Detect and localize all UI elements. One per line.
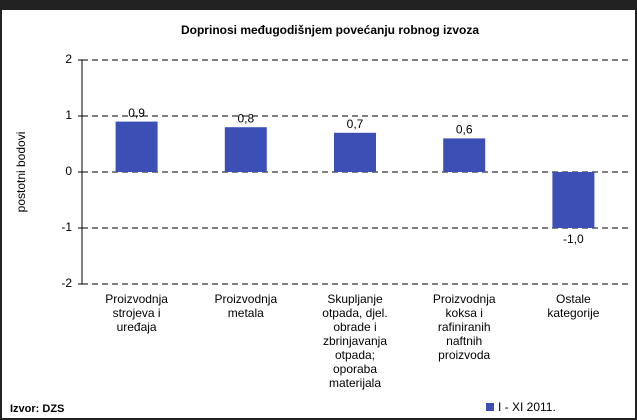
value-label: 0,7: [347, 117, 364, 131]
top-bar: [0, 0, 637, 9]
value-label: 0,9: [128, 106, 145, 120]
y-tick-label: -1: [61, 220, 72, 234]
value-label: 0,6: [456, 123, 473, 137]
bar: [224, 127, 267, 172]
y-tick-label: 2: [65, 52, 72, 66]
x-tick-label: Proizvodnja strojeva i uređaja: [105, 292, 168, 334]
y-tick-label: 0: [65, 164, 72, 178]
legend-swatch: [486, 403, 494, 411]
bar: [443, 138, 486, 172]
x-tick-label: Proizvodnja metala: [214, 292, 277, 320]
y-axis-label: postotni bodovi: [14, 132, 28, 213]
bar: [115, 121, 158, 172]
x-tick-label: Proizvodnja koksa i rafiniranih naftnih proi…: [433, 292, 496, 362]
frame: [0, 8, 637, 420]
chart-title: Doprinosi međugodišnjem povećanju robnog…: [181, 23, 479, 37]
value-label: 0,8: [237, 111, 254, 125]
y-tick-label: 1: [65, 108, 72, 122]
bar: [552, 172, 595, 228]
legend-label: I - XI 2011.: [498, 400, 556, 414]
bar: [334, 132, 376, 172]
x-tick-label: Skupljanje otpada, djel. obrade i zbrinjava…: [322, 292, 387, 390]
x-tick-label: Ostale kategorije: [547, 292, 599, 320]
y-tick-label: -2: [61, 276, 72, 290]
source: Izvor: DZS: [10, 403, 64, 415]
value-label: -1,0: [563, 232, 584, 246]
